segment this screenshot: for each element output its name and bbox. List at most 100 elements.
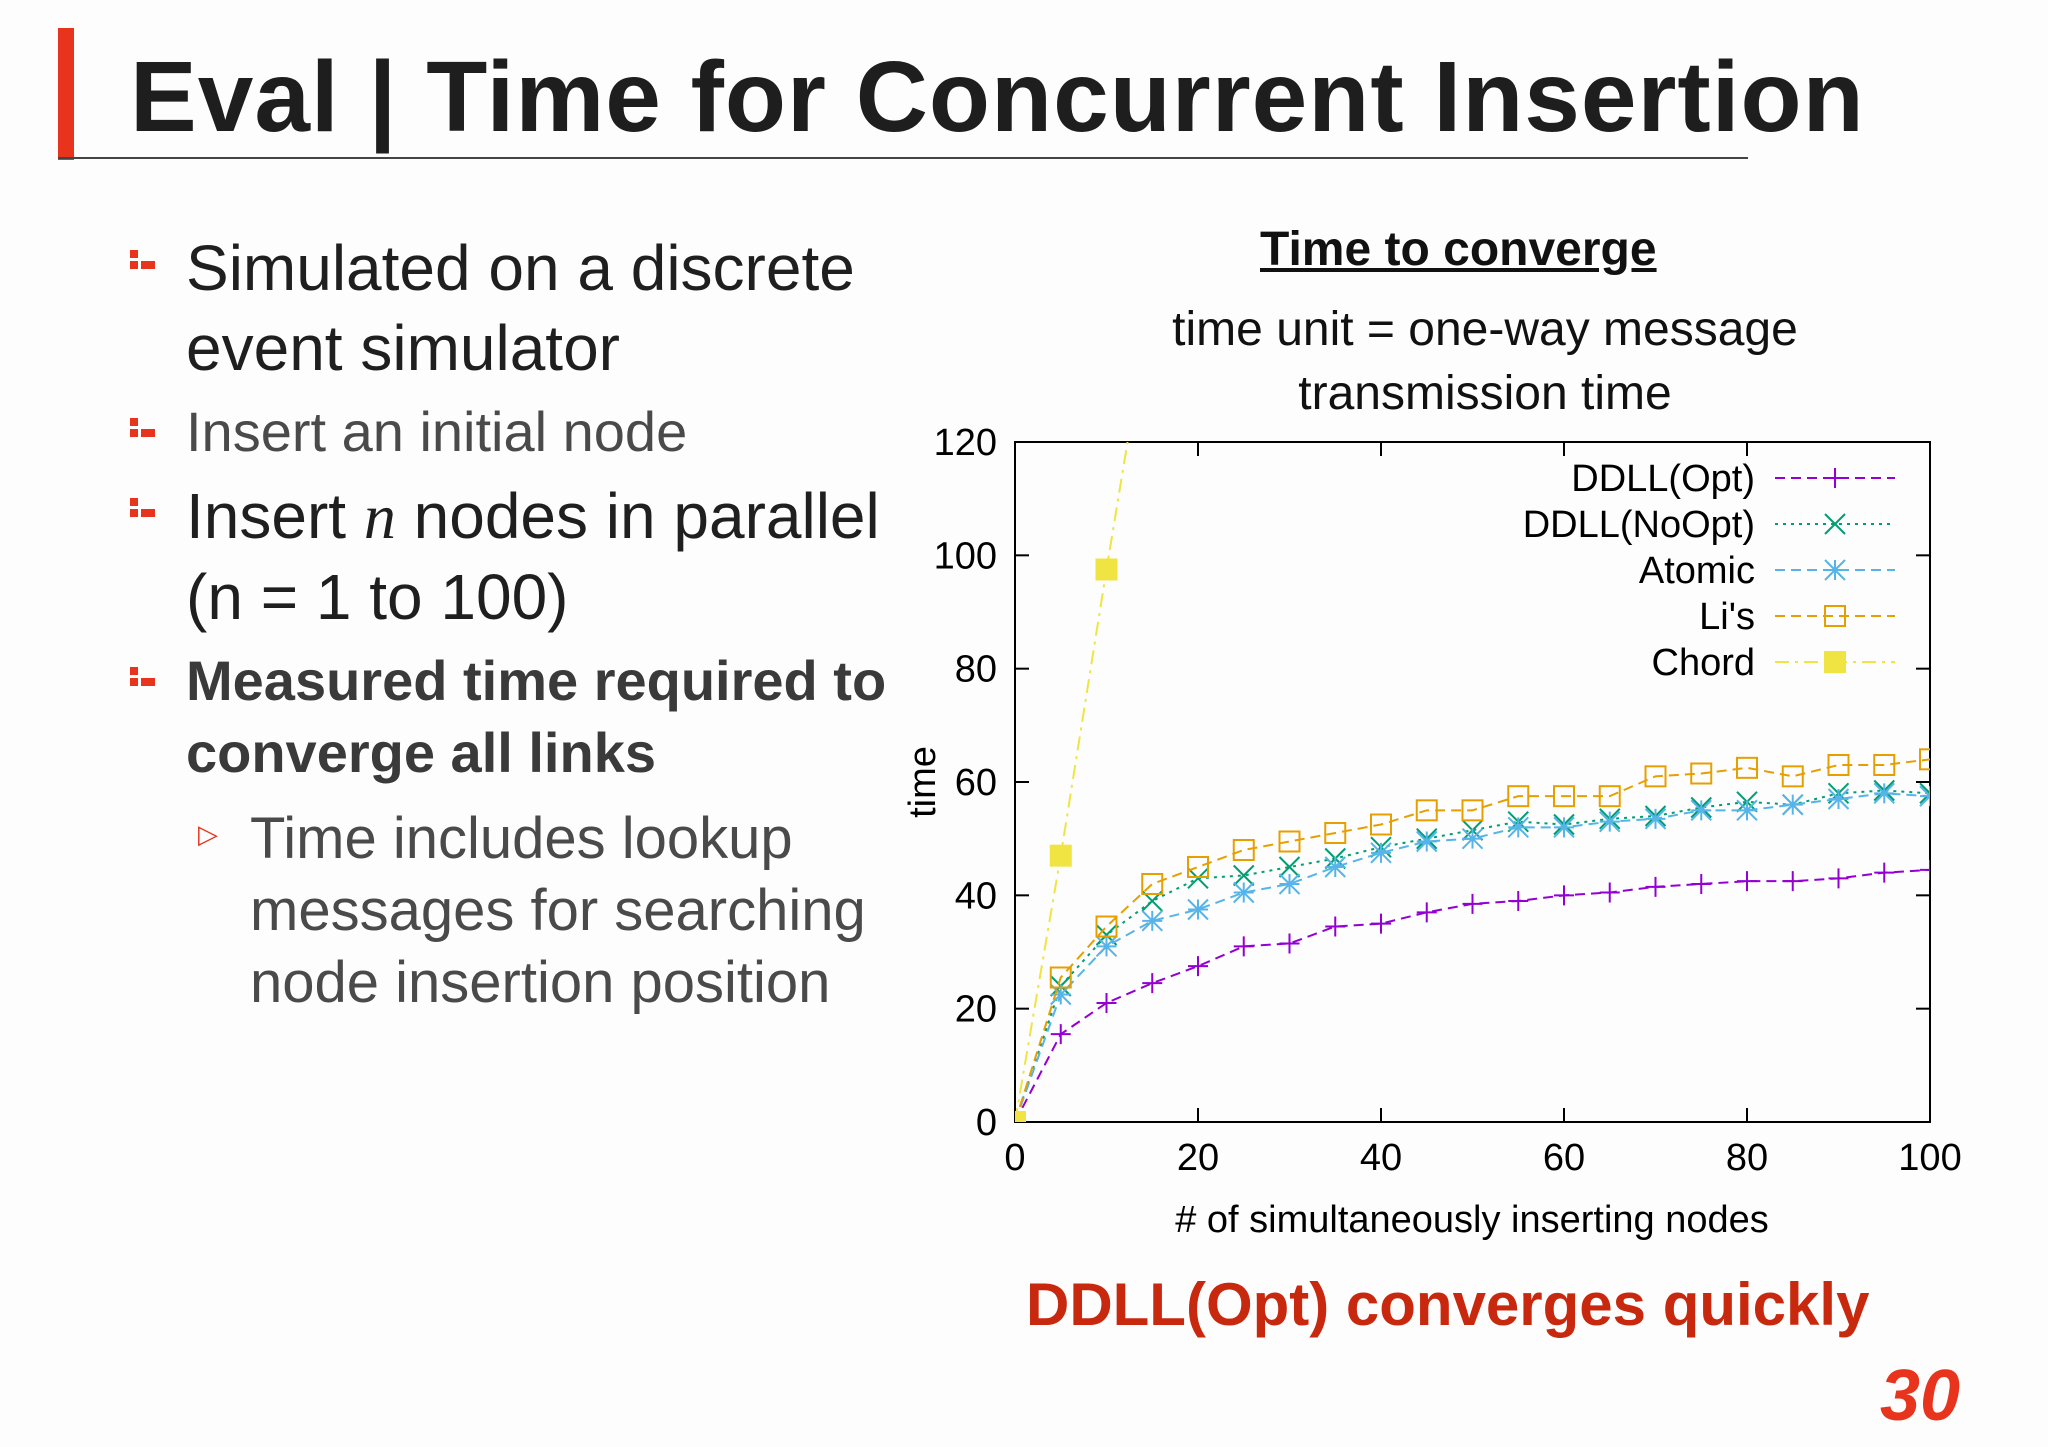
data-point-ddll-opt xyxy=(1920,859,1930,880)
data-point-ddll-noopt xyxy=(1233,864,1255,887)
series-atomic xyxy=(1015,782,1930,1122)
data-point-ddll-opt xyxy=(1416,902,1437,923)
data-point-ddll-opt xyxy=(1874,862,1895,883)
legend-item-ddll-noopt: DDLL(NoOpt) xyxy=(1523,504,1895,546)
legend-label: Li's xyxy=(1699,596,1755,638)
data-point-atomic xyxy=(1370,842,1392,864)
series-chord xyxy=(1015,442,1129,1122)
conclusion-text: DDLL(Opt) converges quickly xyxy=(1026,1271,1870,1338)
legend-label: DDLL(Opt) xyxy=(1571,458,1755,500)
data-point-ddll-opt xyxy=(1508,891,1529,911)
data-point-atomic xyxy=(1827,788,1850,810)
title-underline xyxy=(58,157,1748,159)
chart-title: Time to converge xyxy=(1260,223,1657,276)
legend-item-li-s: Li's xyxy=(1699,596,1895,638)
bullet-insert-n: Insert n nodes in parallel (n = 1 to 100… xyxy=(130,476,890,637)
data-point-li-s xyxy=(1644,765,1667,788)
data-point-atomic xyxy=(1278,873,1301,895)
data-point-ddll-opt xyxy=(1279,933,1300,954)
data-point-atomic xyxy=(1553,816,1575,839)
bullet-marker-icon xyxy=(130,667,156,693)
data-point-li-s xyxy=(1827,754,1850,776)
series-line-chord xyxy=(1015,442,1129,1122)
legend-label: Atomic xyxy=(1639,550,1755,592)
axes: 0 20 40 60 80 100 0 20 40 60 80 100 120 xyxy=(934,422,1962,1179)
data-point-atomic xyxy=(1324,856,1346,878)
data-point-li-s xyxy=(1370,813,1392,836)
legend-marker xyxy=(1824,513,1846,535)
sub-bullet-lookup: ▷ Time includes lookup messages for sear… xyxy=(192,803,890,1019)
data-point-li-s xyxy=(1324,822,1347,844)
data-point-ddll-opt xyxy=(1645,876,1666,897)
data-point-chord xyxy=(1095,558,1118,581)
data-point-li-s xyxy=(1049,966,1072,989)
bullet-variable-n: n xyxy=(363,481,396,552)
bullet-marker-icon xyxy=(130,498,156,524)
legend-item-atomic: Atomic xyxy=(1639,550,1895,592)
data-point-ddll-opt xyxy=(1050,1024,1071,1045)
series-line-ddll-noopt xyxy=(1015,789,1930,1122)
data-point-ddll-opt xyxy=(1188,956,1208,977)
convergence-chart: 0 20 40 60 80 100 0 20 40 60 80 100 120 DDLL(Opt)DDL… xyxy=(902,422,1962,1241)
data-point-ddll-opt xyxy=(1096,993,1117,1013)
data-point-ddll-opt xyxy=(1371,913,1391,934)
x-axis-label: # of simultaneously inserting nodes xyxy=(1175,1199,1769,1241)
data-point-ddll-opt xyxy=(1233,936,1254,957)
y-tick-label: 60 xyxy=(955,762,997,804)
series-li-s xyxy=(1015,748,1930,1122)
title-accent-bar xyxy=(58,28,74,160)
data-point-atomic xyxy=(1873,782,1895,805)
data-point-atomic xyxy=(1461,827,1484,850)
bullet-text: Measured time required to converge all l… xyxy=(186,649,887,784)
data-point-atomic xyxy=(1416,830,1438,853)
data-point-atomic xyxy=(1644,808,1667,830)
series-line-li-s xyxy=(1015,758,1930,1122)
x-tick-label: 100 xyxy=(1898,1137,1961,1179)
bullet-initial-node: Insert an initial node xyxy=(130,396,890,468)
data-point-li-s xyxy=(1232,839,1255,861)
data-point-ddll-opt xyxy=(1554,885,1574,906)
data-point-li-s xyxy=(1873,754,1896,776)
data-point-li-s xyxy=(1415,799,1438,822)
x-tick-label: 80 xyxy=(1726,1137,1768,1179)
data-point-li-s xyxy=(1736,756,1758,779)
triangle-bullet-icon: ▷ xyxy=(198,819,218,849)
bullet-simulated: Simulated on a discrete event simulator xyxy=(130,228,890,388)
data-point-li-s xyxy=(1187,856,1209,878)
data-point-li-s xyxy=(1598,785,1621,808)
y-tick-label: 100 xyxy=(934,535,997,577)
series-ddll-opt xyxy=(1015,859,1930,1122)
legend-marker xyxy=(1824,651,1846,673)
data-point-atomic xyxy=(1507,816,1529,839)
data-point-ddll-opt xyxy=(1737,871,1757,892)
sub-bullet-text: Time includes lookup messages for search… xyxy=(250,806,866,1015)
data-point-atomic xyxy=(1736,799,1758,822)
data-point-atomic xyxy=(1782,793,1804,816)
data-point-atomic xyxy=(1095,935,1118,958)
data-point-atomic xyxy=(1919,785,1930,807)
data-point-li-s xyxy=(1919,748,1930,771)
y-tick-label: 80 xyxy=(955,649,997,691)
data-point-chord xyxy=(1049,844,1072,867)
data-point-ddll-opt xyxy=(1325,916,1346,937)
data-point-li-s xyxy=(1461,799,1484,822)
y-tick-label: 120 xyxy=(934,422,997,464)
bullet-marker-icon xyxy=(130,418,156,444)
data-point-ddll-opt xyxy=(1691,874,1712,894)
plot-frame xyxy=(1014,441,1931,1123)
data-point-ddll-opt xyxy=(1828,868,1849,889)
data-point-li-s xyxy=(1553,785,1575,808)
data-point-li-s xyxy=(1278,830,1301,853)
data-point-ddll-noopt xyxy=(1187,867,1209,890)
x-tick-label: 0 xyxy=(1004,1137,1025,1179)
data-point-atomic xyxy=(1599,810,1621,833)
y-axis-label: time xyxy=(902,746,944,818)
data-point-ddll-noopt xyxy=(1919,782,1930,805)
data-point-ddll-opt xyxy=(1599,882,1620,903)
data-point-li-s xyxy=(1507,785,1530,808)
bullet-text-post: nodes in parallel xyxy=(395,480,880,552)
x-tick-label: 40 xyxy=(1360,1137,1402,1179)
bullet-measured: Measured time required to converge all l… xyxy=(130,645,890,789)
data-point-atomic xyxy=(1050,983,1072,1006)
bullet-marker-icon xyxy=(130,250,156,276)
